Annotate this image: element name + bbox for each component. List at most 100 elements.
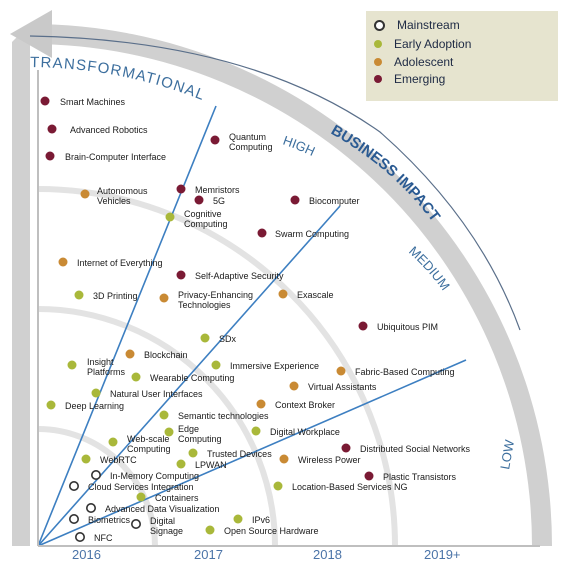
tech-item: Memristors [176,184,240,195]
tech-marker [136,492,146,502]
tech-label: Fabric-Based Computing [355,367,455,377]
tech-item: Exascale [278,289,334,300]
tech-item: Insight Platforms [67,357,126,377]
tech-label: Exascale [297,290,334,300]
tech-label: Context Broker [275,400,335,410]
tech-label: Deep Learning [65,401,124,411]
tech-marker [176,184,186,194]
year-label: 2018 [313,547,342,562]
tech-item: Open Source Hardware [205,525,319,536]
tech-marker [200,333,210,343]
tech-label: Biocomputer [309,196,360,206]
tech-marker [278,289,288,299]
tech-label: Virtual Assistants [308,382,377,392]
tech-marker [194,195,204,205]
tech-marker [86,502,97,513]
tech-label: Web-scale Computing [127,434,171,454]
tech-label: Insight Platforms [87,357,126,377]
tech-item: Deep Learning [46,400,124,411]
tech-label: 3D Printing [93,291,138,301]
tech-marker [81,454,91,464]
tech-marker [80,189,90,199]
tech-label: Cloud Services Integration [88,482,194,492]
tech-item: Cognitive Computing [165,209,228,229]
mainstream-swatch-icon [374,19,385,31]
tech-marker [75,531,86,542]
tech-marker [364,471,374,481]
tech-label: Quantum Computing [229,132,273,152]
tech-item: Biocomputer [290,195,360,206]
tech-marker [159,410,169,420]
impact-arrow-band [10,10,552,546]
tech-marker [358,321,368,331]
tech-label: Smart Machines [60,97,126,107]
legend: Mainstream Early Adoption Adolescent Eme… [366,11,558,101]
tech-item: Brain-Computer Interface [45,151,166,162]
tech-item: SDx [200,333,237,344]
tech-item: Semantic technologies [159,410,269,421]
tech-item: Edge Computing [164,424,222,444]
tech-marker [91,388,101,398]
tech-item: Web-scale Computing [108,434,171,454]
tech-label: Location-Based Services NG [292,482,408,492]
tech-item: Ubiquitous PIM [358,321,438,332]
tech-label: Ubiquitous PIM [377,322,438,332]
tech-marker [176,270,186,280]
early-adoption-swatch-icon [374,40,382,48]
tech-item: Advanced Robotics [47,124,148,135]
tech-item: 5G [194,195,225,206]
tech-marker [279,454,289,464]
tech-marker [69,513,80,524]
tech-item: Biometrics [69,513,131,525]
tech-marker [74,290,84,300]
tech-item: IPv6 [233,514,270,525]
tech-label: Privacy-Enhancing Technologies [178,290,253,310]
tech-item: In-Memory Computing [91,469,199,481]
tech-marker [205,525,215,535]
technology-items: Smart Machines Advanced Robotics Brain-Com… [40,96,471,543]
tech-label: Swarm Computing [275,229,349,239]
tech-label: Distributed Social Networks [360,444,471,454]
tech-item: LPWAN [176,459,227,470]
tech-marker [176,459,186,469]
tech-marker [131,372,141,382]
tech-marker [47,124,57,134]
tech-marker [256,399,266,409]
tech-label: Digital Signage [150,516,183,536]
tech-marker [233,514,243,524]
impact-high: HIGH [281,133,317,159]
tech-marker [211,360,221,370]
tech-item: Fabric-Based Computing [336,366,455,377]
tech-label: Natural User Interfaces [110,389,203,399]
tech-label: Containers [155,493,199,503]
tech-label: NFC [94,533,113,543]
impact-low: LOW [497,438,517,470]
tech-label: Wearable Computing [150,373,234,383]
tech-item: Digital Signage [131,516,183,536]
tech-item: Swarm Computing [257,228,349,239]
tech-item: Blockchain [125,349,188,360]
tech-marker [164,427,174,437]
tech-marker [273,481,283,491]
tech-item: Autonomous Vehicles [80,186,148,206]
tech-item: Advanced Data Visualization [86,502,219,514]
tech-marker [131,518,142,529]
tech-item: Wearable Computing [131,372,234,383]
tech-label: Open Source Hardware [224,526,319,536]
emerging-swatch-icon [374,75,382,83]
tech-label: Edge Computing [178,424,222,444]
tech-marker [289,381,299,391]
tech-item: Location-Based Services NG [273,481,408,492]
tech-marker [58,257,68,267]
legend-item: Mainstream [374,17,460,33]
tech-item: Containers [136,492,199,503]
tech-marker [159,293,169,303]
tech-label: Semantic technologies [178,411,269,421]
tech-label: SDx [219,334,237,344]
tech-item: WebRTC [81,454,137,465]
year-label: 2016 [72,547,101,562]
tech-item: Context Broker [256,399,335,410]
tech-item: Immersive Experience [211,360,319,371]
tech-item: Self-Adaptive Security [176,270,284,281]
